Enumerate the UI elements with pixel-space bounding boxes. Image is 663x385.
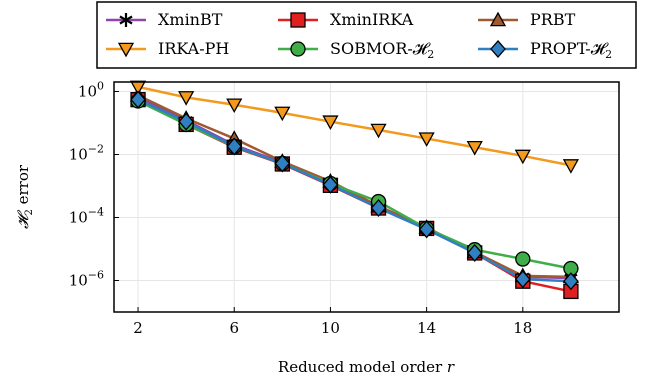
plot-frame — [113, 81, 620, 313]
data-point-propt-h2 — [226, 137, 243, 156]
data-point-propt-h2 — [418, 220, 435, 239]
data-point-irka-ph — [562, 159, 580, 174]
x-tick-label: 6 — [229, 319, 239, 337]
legend-item-prbt: PRBT — [478, 10, 576, 29]
x-axis-label: Reduced model order r — [278, 358, 455, 376]
series-points-prbt — [129, 87, 580, 284]
series-line-propt-h2 — [137, 98, 571, 283]
legend-frame — [96, 1, 637, 69]
data-point-irka-ph — [178, 91, 195, 106]
x-tick-label: 14 — [417, 319, 436, 337]
data-point-irka-ph — [274, 106, 291, 122]
y-tick-label: 10−6 — [69, 268, 104, 289]
data-point-irka-ph — [466, 140, 483, 156]
legend-item-irka-ph: IRKA-PH — [106, 39, 229, 58]
series-points-irka-ph — [129, 80, 580, 174]
legend-marker — [290, 12, 306, 28]
legend-label: PRBT — [530, 10, 576, 29]
legend-label: XminBT — [158, 10, 223, 29]
data-point-propt-h2 — [178, 112, 195, 131]
legend: XminBT XminIRKA PRBT IRKA-PH SOBMOR-𝓗2 PROPT-… — [96, 1, 637, 69]
x-axis-ticks: 2 6 10 14 18 — [133, 307, 532, 337]
data-point-propt-h2 — [130, 90, 146, 109]
y-tick-label: 100 — [78, 79, 104, 100]
legend-item-xminbt: XminBT — [106, 10, 223, 29]
series-line-prbt — [137, 94, 571, 279]
data-point-irka-ph — [514, 149, 531, 165]
data-point-irka-ph — [370, 123, 387, 139]
y-tick-label: 10−4 — [69, 205, 104, 226]
legend-items: XminBT XminIRKA PRBT IRKA-PH SOBMOR-𝓗2 PROPT-… — [106, 10, 612, 61]
legend-label: SOBMOR-𝓗2 — [330, 39, 434, 61]
legend-marker — [290, 41, 306, 57]
x-tick-label: 10 — [321, 319, 340, 337]
grid-lines — [114, 82, 619, 312]
data-point-propt-h2 — [563, 272, 579, 291]
data-point-propt-h2 — [274, 154, 291, 173]
legend-label: XminIRKA — [330, 10, 414, 29]
legend-marker — [490, 39, 506, 59]
legend-item-propt-h2: PROPT-𝓗2 — [478, 39, 612, 61]
series-markers — [129, 80, 580, 300]
data-point-irka-ph — [418, 132, 435, 147]
data-point-irka-ph — [322, 115, 339, 131]
legend-item-sobmor-h2: SOBMOR-𝓗2 — [278, 39, 434, 61]
legend-marker — [489, 11, 507, 27]
legend-label: PROPT-𝓗2 — [530, 39, 612, 61]
y-axis-ticks: 100 10−2 10−4 10−6 — [69, 79, 119, 289]
legend-item-xminirka: XminIRKA — [278, 10, 414, 29]
y-axis-label: 𝓗2 error — [14, 164, 35, 229]
series-lines — [137, 85, 572, 293]
series-points-sobmor-h2 — [130, 93, 579, 277]
data-point-sobmor-h2 — [515, 251, 531, 267]
legend-marker — [119, 13, 133, 27]
plot-area: 2 6 10 14 18 100 10−2 10−4 10−6 — [69, 79, 620, 337]
data-point-propt-h2 — [466, 243, 483, 262]
data-point-propt-h2 — [514, 270, 531, 289]
legend-label: IRKA-PH — [158, 39, 229, 58]
data-point-propt-h2 — [322, 175, 339, 194]
data-point-irka-ph — [226, 98, 243, 114]
data-point-propt-h2 — [370, 198, 387, 218]
x-tick-label: 18 — [513, 319, 532, 337]
x-tick-label: 2 — [133, 319, 143, 337]
series-points-propt-h2 — [130, 90, 579, 291]
legend-marker — [117, 42, 135, 58]
series-line-irka-ph — [137, 85, 572, 167]
y-tick-label: 10−2 — [69, 142, 104, 163]
